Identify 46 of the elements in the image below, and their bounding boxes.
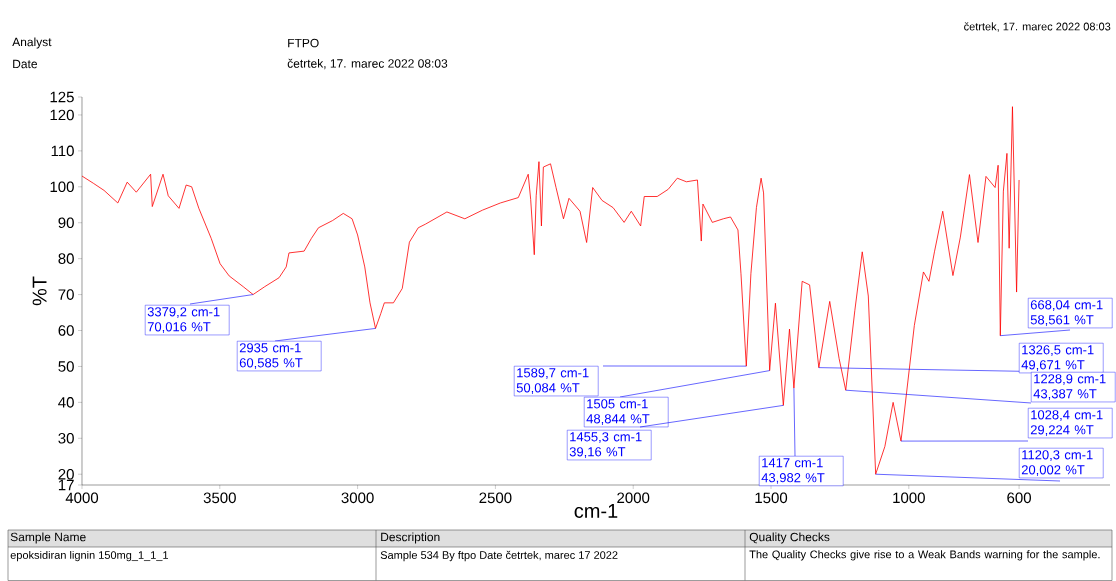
line-series bbox=[81, 106, 1020, 475]
x-axis-title: cm-1 bbox=[574, 503, 618, 518]
annotation: 1028,4 cm-1 29,224 %T bbox=[1030, 410, 1103, 436]
x-tick-label: 4000 bbox=[65, 492, 99, 504]
x-tick-label: 600 bbox=[1007, 492, 1031, 504]
x-tick-label: 3000 bbox=[341, 492, 374, 504]
y-tick-label: 70 bbox=[58, 289, 74, 300]
x-tick-label: 1000 bbox=[893, 492, 925, 504]
text: Sample 534 By ftpo Date četrtek, marec 17 2022 bbox=[380, 550, 618, 562]
text: četrtek, 17. marec 2022 08:03 bbox=[287, 58, 448, 70]
text: Sample Name bbox=[10, 532, 86, 544]
y-tick-label: 100 bbox=[50, 181, 74, 193]
text: četrtek, 17. marec 2022 08:03 bbox=[964, 22, 1111, 32]
text: epoksidiran lignin 150mg_1_1_1 bbox=[10, 550, 169, 562]
y-tick-label: 60 bbox=[58, 325, 74, 336]
y-tick-label: 50 bbox=[58, 361, 74, 372]
text: Quality Checks bbox=[749, 532, 830, 544]
annotation: 1505 cm-1 48,844 %T bbox=[586, 399, 650, 425]
annotation: 1120,3 cm-1 20,002 %T bbox=[1021, 450, 1093, 476]
text: The Quality Checks give rise to a Weak Bands warning for the sample. bbox=[749, 550, 1100, 561]
y-tick-label: 120 bbox=[50, 109, 74, 121]
y-tick-label: 90 bbox=[58, 217, 74, 229]
y-tick-label: 125 bbox=[50, 91, 74, 103]
text: Date bbox=[13, 59, 38, 69]
y-tick-label: 30 bbox=[58, 432, 74, 444]
text: Analyst bbox=[12, 37, 52, 49]
annotation: 1417 cm-1 43,982 %T bbox=[761, 458, 825, 484]
x-tick-label: 1500 bbox=[755, 492, 788, 504]
y-tick-label: 20 bbox=[58, 468, 74, 480]
x-tick-label: 3500 bbox=[203, 492, 236, 504]
x-tick-label: 2500 bbox=[479, 492, 512, 504]
y-tick-label: 40 bbox=[58, 397, 74, 408]
annotation: 1455,3 cm-1 39,16 %T bbox=[569, 432, 642, 458]
text: Description bbox=[381, 532, 440, 544]
annotation: 1326,5 cm-1 49,671 %T bbox=[1021, 345, 1094, 371]
annotation: 2935 cm-1 60,585 %T bbox=[239, 343, 303, 369]
annotation: 668,04 cm-1 58,561 %T bbox=[1030, 300, 1103, 326]
text: FTPO bbox=[288, 38, 319, 48]
y-tick-label: 80 bbox=[58, 253, 74, 264]
y-axis-title: %T bbox=[32, 276, 47, 306]
y-tick-label: 110 bbox=[51, 145, 74, 157]
annotation: 1228,9 cm-1 43,387 %T bbox=[1033, 374, 1106, 400]
x-tick-label: 2000 bbox=[617, 492, 650, 504]
y-tick-label: 17 bbox=[58, 479, 74, 491]
annotation: 1589,7 cm-1 50,084 %T bbox=[516, 368, 589, 394]
annotation: 3379,2 cm-1 70,016 %T bbox=[147, 307, 220, 333]
